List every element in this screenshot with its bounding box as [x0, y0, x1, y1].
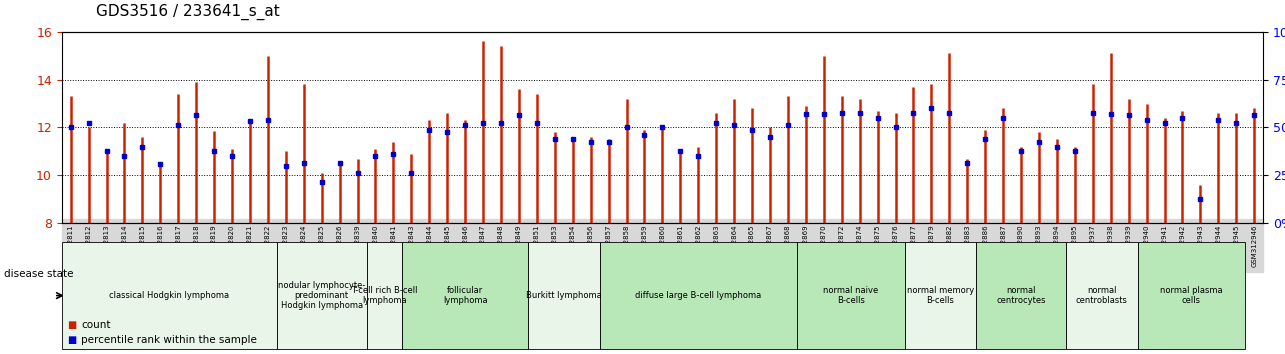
Text: classical Hodgkin lymphoma: classical Hodgkin lymphoma	[109, 291, 229, 300]
Text: normal
centroblasts: normal centroblasts	[1076, 286, 1128, 305]
Text: normal plasma
cells: normal plasma cells	[1160, 286, 1223, 305]
Text: disease state: disease state	[4, 269, 73, 279]
Text: Burkitt lymphoma: Burkitt lymphoma	[526, 291, 601, 300]
Text: nodular lymphocyte-
predominant
Hodgkin lymphoma: nodular lymphocyte- predominant Hodgkin …	[278, 281, 365, 310]
Text: count: count	[81, 320, 111, 330]
Text: normal naive
B-cells: normal naive B-cells	[824, 286, 879, 305]
Text: T-cell rich B-cell
lymphoma: T-cell rich B-cell lymphoma	[351, 286, 418, 305]
Text: GDS3516 / 233641_s_at: GDS3516 / 233641_s_at	[96, 4, 280, 20]
Text: percentile rank within the sample: percentile rank within the sample	[81, 335, 257, 345]
Text: follicular
lymphoma: follicular lymphoma	[443, 286, 487, 305]
Text: ■: ■	[67, 320, 76, 330]
Text: diffuse large B-cell lymphoma: diffuse large B-cell lymphoma	[635, 291, 762, 300]
Text: ■: ■	[67, 335, 76, 345]
Text: normal
centrocytes: normal centrocytes	[996, 286, 1046, 305]
Text: normal memory
B-cells: normal memory B-cells	[907, 286, 974, 305]
